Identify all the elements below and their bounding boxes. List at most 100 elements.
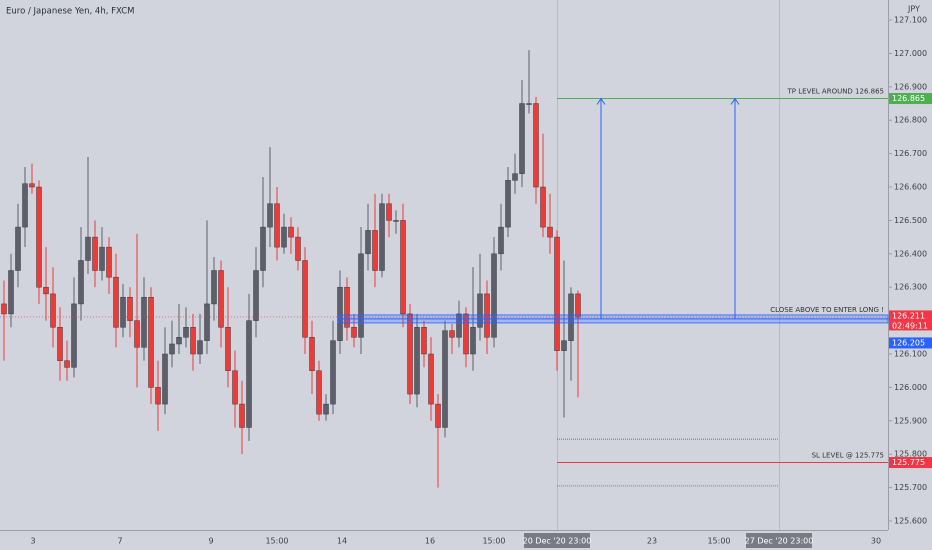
arrow-head — [730, 97, 740, 105]
candle-body — [491, 253, 497, 338]
candle-body — [498, 226, 504, 255]
time-highlight: 27 Dec '20 23:00 — [745, 537, 814, 546]
candle-body — [505, 180, 511, 228]
y-tick-label: 126.500 — [894, 216, 927, 225]
candle-body — [64, 360, 70, 368]
candle-body — [99, 246, 105, 271]
tp-price-label-bg — [889, 93, 932, 105]
candle-body — [561, 340, 567, 351]
entry-price-label-bg — [889, 337, 932, 349]
y-tick-label: 125.800 — [894, 450, 927, 459]
y-tick-label: 127.000 — [894, 49, 927, 58]
tp-text: TP LEVEL AROUND 126.865 — [787, 88, 884, 96]
y-tick-label: 126.800 — [894, 116, 927, 125]
candle-body — [372, 230, 378, 271]
candle-body — [8, 270, 14, 315]
x-tick-label: 16 — [425, 537, 435, 546]
candle-body — [50, 293, 56, 328]
candle-body — [225, 327, 231, 371]
y-tick-label: 126.300 — [894, 283, 927, 292]
candle-body — [29, 183, 35, 188]
candle-body — [1, 303, 7, 315]
candle-body — [92, 236, 98, 271]
x-tick-label: 15:00 — [265, 537, 288, 546]
time-highlight-bg — [746, 533, 812, 548]
candle-body — [148, 296, 154, 388]
candle-body — [78, 260, 84, 305]
candle-body — [218, 270, 224, 328]
candle-body — [246, 320, 252, 428]
x-tick-label: 30 — [871, 537, 881, 546]
candle-body — [330, 340, 336, 405]
x-tick-label: 23 — [647, 537, 657, 546]
candle-body — [337, 286, 343, 341]
candle-body — [435, 403, 441, 428]
candle-body — [190, 327, 196, 355]
y-tick-label: 126.100 — [894, 350, 927, 359]
candle-body — [400, 220, 406, 315]
y-tick-label: 125.900 — [894, 416, 927, 425]
candle-body — [183, 327, 189, 338]
candle-body — [351, 327, 357, 338]
sl-text: SL LEVEL @ 125.775 — [812, 452, 884, 460]
x-tick-label: 14 — [337, 537, 347, 546]
candle-body — [477, 293, 483, 328]
candle-body — [407, 313, 413, 395]
candle-body — [309, 337, 315, 371]
candle-body — [253, 270, 259, 321]
candle-body — [155, 387, 161, 405]
candle-body — [260, 226, 266, 271]
candle-body — [428, 353, 434, 405]
candle-body — [316, 370, 322, 415]
time-highlight: 20 Dec '20 23:00 — [523, 537, 592, 546]
entry-text: CLOSE ABOVE TO ENTER LONG ! — [770, 306, 884, 314]
candle-body — [421, 327, 427, 355]
candle-body — [57, 327, 63, 361]
candle-body — [414, 327, 420, 395]
candle-body — [393, 220, 399, 222]
candle-body — [85, 236, 91, 261]
last-price-label: 126.211 — [892, 311, 925, 320]
candle-body — [358, 253, 364, 338]
candle-body — [232, 370, 238, 405]
countdown-bg — [889, 321, 932, 331]
candle-body — [575, 293, 581, 318]
x-tick-label: 15:00 — [707, 537, 730, 546]
candle-body — [365, 230, 371, 255]
sl-price-label: 125.775 — [892, 458, 925, 467]
y-tick-label: 125.700 — [894, 483, 927, 492]
candle-body — [533, 103, 539, 188]
candle-body — [554, 236, 560, 351]
x-tick-label: 3 — [30, 537, 35, 546]
candle-body — [288, 226, 294, 238]
candle-body — [176, 337, 182, 345]
currency: JPY — [907, 5, 920, 14]
candle-body — [204, 303, 210, 341]
tp-price-label: 126.865 — [892, 94, 925, 103]
candle-body — [302, 260, 308, 338]
y-tick-label: 126.700 — [894, 149, 927, 158]
candle-body — [15, 226, 21, 271]
candle-body — [106, 246, 112, 278]
candle-body — [274, 203, 280, 248]
time-highlight-bg — [524, 533, 590, 548]
candle-body — [463, 313, 469, 355]
candle-body — [36, 186, 42, 288]
candle-body — [43, 286, 49, 295]
candle-body — [547, 226, 553, 238]
candle-body — [22, 183, 28, 228]
y-tick-label: 126.000 — [894, 383, 927, 392]
candle-body — [386, 203, 392, 221]
candle-body — [141, 296, 147, 348]
x-tick-label: 9 — [208, 537, 213, 546]
candle-body — [113, 276, 119, 328]
last-price-label-bg — [889, 310, 932, 322]
candle-body — [211, 270, 217, 305]
candle-body — [281, 226, 287, 248]
y-tick-label: 126.900 — [894, 82, 927, 91]
candle-body — [323, 403, 329, 415]
candle-body — [379, 203, 385, 271]
arrow-head — [596, 97, 606, 105]
candle-body — [442, 330, 448, 428]
